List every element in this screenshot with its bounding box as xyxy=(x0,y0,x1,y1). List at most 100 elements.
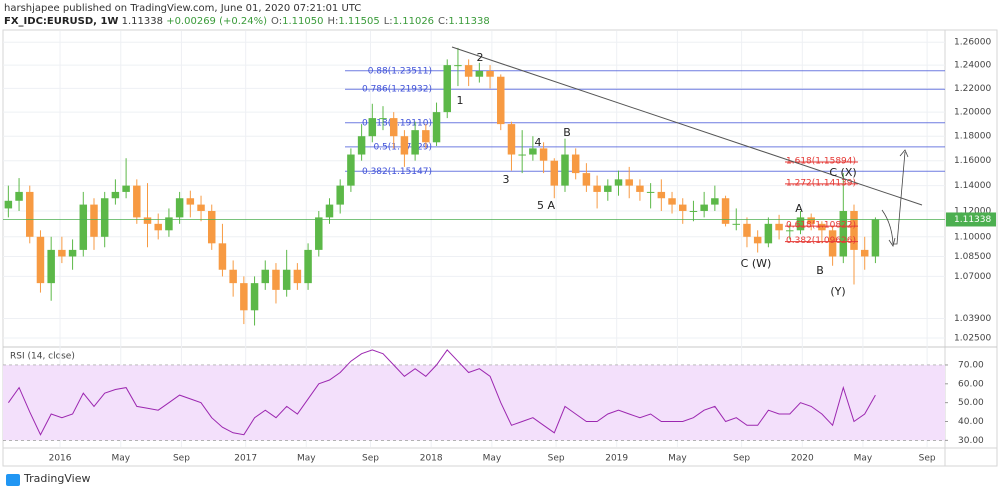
y-tick-label: 1.24000 xyxy=(954,61,991,71)
candle-body xyxy=(15,191,23,201)
candle-body xyxy=(561,154,569,186)
candle-body xyxy=(79,204,88,250)
y-tick-label: 1.22000 xyxy=(954,84,991,94)
wave-label: 5 A xyxy=(537,199,555,212)
candle-body xyxy=(550,160,559,186)
candle-body xyxy=(625,179,633,186)
x-tick-label: May xyxy=(854,454,873,464)
fib-retracement-label: 0.786(1.21932) xyxy=(362,85,432,95)
rsi-line xyxy=(7,349,876,436)
candle-body xyxy=(58,249,66,257)
rsi-tick-label: 30.00 xyxy=(958,436,984,446)
candle-body xyxy=(282,269,291,290)
candle-body xyxy=(518,154,526,156)
candle-body xyxy=(250,283,259,311)
rsi-tick-label: 60.00 xyxy=(958,379,984,389)
candle-body xyxy=(90,204,98,237)
x-tick-label: 2016 xyxy=(49,454,72,464)
candle-body xyxy=(464,65,473,77)
wave-label: 1 xyxy=(457,94,464,107)
y-tick-label: 1.20000 xyxy=(954,108,991,118)
ohlc-key: L: xyxy=(383,16,393,27)
arrow-head xyxy=(888,237,896,247)
candle-body xyxy=(432,112,441,143)
y-tick-label: 1.16000 xyxy=(954,156,991,166)
candle-body xyxy=(304,249,312,284)
candle-body xyxy=(539,148,548,161)
candle-body xyxy=(593,185,601,192)
fib-extension-label: 0.382(1.09626) xyxy=(786,236,856,246)
last-price-label: 1.11338 xyxy=(954,215,991,225)
fib-extension-label: 1.618(1.15894) xyxy=(786,157,856,167)
candle-body xyxy=(775,223,783,231)
candle-body xyxy=(475,70,484,77)
wave-label: (Y) xyxy=(830,285,845,298)
ohlc-value: 1.11026 xyxy=(392,16,435,27)
y-tick-label: 1.02500 xyxy=(954,333,991,343)
candle-body xyxy=(507,124,516,155)
candle-body xyxy=(604,185,612,192)
candle-body xyxy=(839,210,848,257)
x-tick-label: 2020 xyxy=(791,454,814,464)
wave-label: B xyxy=(816,264,824,277)
candle-body xyxy=(26,191,34,237)
wave-label: B xyxy=(563,126,571,139)
candle-body xyxy=(582,173,591,186)
fib-extension-label: 0.618(1.10822) xyxy=(786,221,856,231)
candle-body xyxy=(240,283,248,311)
candle-body xyxy=(711,198,719,205)
candle-body xyxy=(175,198,184,218)
candle-body xyxy=(764,223,773,244)
candle-body xyxy=(753,236,762,244)
fib-retracement-label: 0.382(1.15147) xyxy=(362,167,432,177)
wave-label: C (X) xyxy=(829,166,856,179)
candle-body xyxy=(689,210,698,212)
candle-body xyxy=(818,223,826,231)
x-tick-label: May xyxy=(297,454,316,464)
candle-body xyxy=(336,185,344,205)
candle-body xyxy=(325,204,334,218)
candle-body xyxy=(165,217,173,231)
ohlc-key: H: xyxy=(327,16,339,27)
candle-body xyxy=(111,191,120,199)
candle-body xyxy=(207,210,216,244)
candle-body xyxy=(347,154,355,186)
y-tick-label: 1.12000 xyxy=(954,206,991,216)
rsi-title: RSI (14, close) xyxy=(10,352,75,362)
logo xyxy=(6,474,20,486)
x-tick-label: 2017 xyxy=(234,454,257,464)
candle-body xyxy=(122,185,130,192)
candle-body xyxy=(743,223,751,237)
candle-body xyxy=(315,217,323,250)
trend-line xyxy=(451,46,923,206)
wave-label: A xyxy=(795,202,803,215)
candle-body xyxy=(411,130,419,155)
candle-body xyxy=(850,210,858,250)
candle-body xyxy=(486,70,494,77)
candle-body xyxy=(100,198,109,237)
last-price-tag xyxy=(946,212,996,227)
x-tick-label: Sep xyxy=(548,454,565,464)
symbol-line: FX_IDC:EURUSD, 1W 1.11338 +0.00269 (+0.2… xyxy=(4,15,490,28)
candle-body xyxy=(636,185,644,192)
candle-body xyxy=(678,204,687,211)
rsi-tick-label: 40.00 xyxy=(958,417,984,427)
candle-body xyxy=(379,118,387,120)
candle-body xyxy=(68,249,77,257)
candle-body xyxy=(389,118,398,137)
candle-body xyxy=(368,118,377,137)
candle-body xyxy=(871,219,880,257)
candle-body xyxy=(143,217,152,224)
candle-body xyxy=(422,130,430,143)
wave-label: C (W) xyxy=(741,257,772,270)
ohlc-value: 1.11338 xyxy=(448,16,490,27)
x-tick-label: 2018 xyxy=(420,454,443,464)
rsi-tick-label: 70.00 xyxy=(958,360,984,370)
x-tick-label: May xyxy=(483,454,502,464)
ohlc-key: O: xyxy=(271,16,283,27)
wave-label: 2 xyxy=(477,51,484,64)
rsi-tick-label: 50.00 xyxy=(958,398,984,408)
candle-body xyxy=(443,65,451,113)
arrow-head xyxy=(899,149,909,158)
